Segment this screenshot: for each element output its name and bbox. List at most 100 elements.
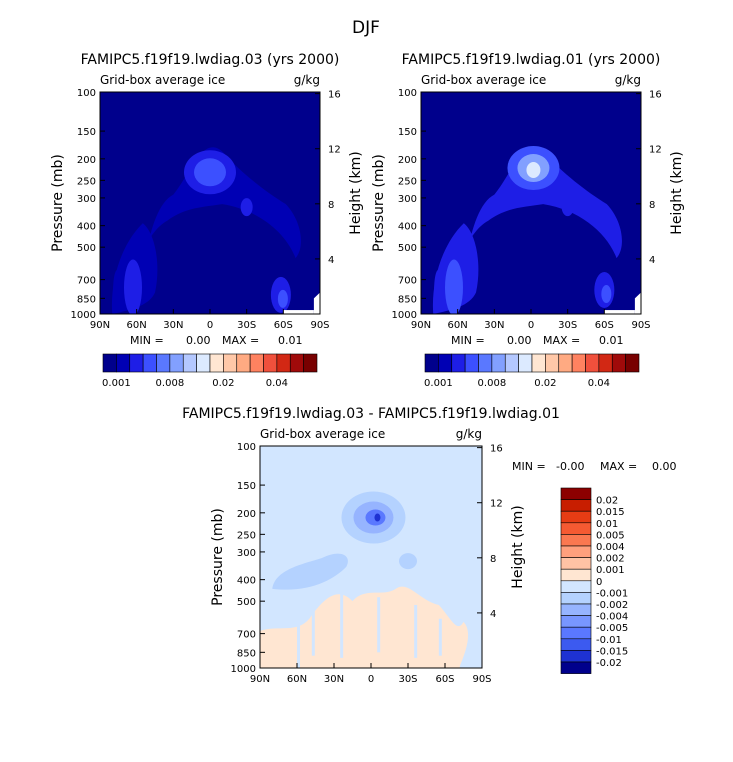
x-tick-label: 60S (274, 320, 293, 331)
panel-title: FAMIPC5.f19f19.lwdiag.01 (yrs 2000) (402, 52, 661, 68)
colorbar-swatch (560, 534, 592, 547)
y2-tick-label: 16 (328, 90, 341, 101)
colorbar-label: 0.002 (596, 554, 625, 565)
colorbar-swatch (142, 353, 157, 373)
y2-axis-label: Height (km) (348, 151, 364, 234)
colorbar-label: 0.02 (212, 378, 234, 389)
y2-tick-label: 12 (328, 145, 341, 156)
min-label: MIN = (451, 334, 485, 347)
plot-area (421, 92, 641, 314)
colorbar-swatch (560, 522, 592, 535)
colorbar-swatch (102, 353, 117, 373)
y2-tick-label: 4 (490, 609, 496, 620)
x-tick-label: 0 (368, 674, 374, 685)
min-value: 0.00 (186, 334, 211, 347)
colorbar-label: 0.008 (478, 378, 507, 389)
x-tick-label: 60N (127, 320, 147, 331)
x-tick-label: 90N (250, 674, 270, 685)
colorbar-label: 0 (596, 577, 602, 588)
colorbar-swatch (263, 353, 278, 373)
colorbar-label: 0.001 (596, 565, 625, 576)
y-tick-label: 400 (77, 222, 96, 233)
x-tick-label: 60S (595, 320, 614, 331)
y-tick-label: 400 (398, 222, 417, 233)
colorbar-swatch (223, 353, 238, 373)
y-tick-label: 850 (77, 294, 96, 305)
max-label: MAX = (600, 460, 637, 473)
panel-p2: FAMIPC5.f19f19.lwdiag.01 (yrs 2000) Grid-… (371, 52, 685, 389)
units-label: g/kg (294, 73, 320, 87)
y-tick-label: 700 (77, 276, 96, 287)
colorbar-swatch (560, 592, 592, 605)
min-value: -0.00 (556, 460, 584, 473)
colorbar-swatch (116, 353, 131, 373)
colorbar-label: 0.02 (534, 378, 556, 389)
colorbar-swatch (303, 353, 318, 373)
colorbar-swatch (169, 353, 184, 373)
min-label: MIN = (512, 460, 546, 473)
colorbar-swatch (196, 353, 211, 373)
x-tick-label: 60N (448, 320, 468, 331)
y-tick-label: 150 (237, 481, 256, 492)
colorbar-swatch (585, 353, 600, 373)
panel-subtitle: Grid-box average ice (260, 427, 385, 441)
sh-midlat-core (277, 289, 288, 308)
negative-streak (438, 618, 442, 656)
y-tick-label: 1000 (392, 310, 417, 321)
colorbar-swatch (491, 353, 506, 373)
y2-tick-label: 4 (328, 255, 334, 266)
max-value: 0.00 (652, 460, 677, 473)
y-tick-label: 250 (237, 530, 256, 541)
negative-streak (377, 597, 381, 653)
colorbar-swatch (560, 638, 592, 651)
topography-mask (634, 292, 641, 314)
colorbar-swatch (625, 353, 640, 373)
y-tick-label: 100 (237, 442, 256, 453)
colorbar-swatch (518, 353, 533, 373)
y2-tick-label: 12 (649, 145, 662, 156)
y-tick-label: 200 (77, 155, 96, 166)
y-tick-label: 200 (237, 509, 256, 520)
y-tick-label: 100 (77, 88, 96, 99)
x-tick-label: 60N (287, 674, 307, 685)
y-tick-label: 300 (398, 194, 417, 205)
colorbar-swatch (611, 353, 626, 373)
colorbar-swatch (451, 353, 466, 373)
y-tick-label: 300 (77, 194, 96, 205)
y-tick-label: 1000 (71, 310, 96, 321)
colorbar-label: -0.002 (596, 600, 628, 611)
colorbar-swatch (571, 353, 586, 373)
units-label: g/kg (456, 427, 482, 441)
colorbar-label: 0.01 (596, 519, 618, 530)
y-axis-label: Pressure (mb) (50, 154, 66, 252)
x-tick-label: 90N (411, 320, 431, 331)
nh-midlat-core-contour (445, 259, 463, 314)
colorbar-swatch (560, 510, 592, 524)
panel-p1: FAMIPC5.f19f19.lwdiag.03 (yrs 2000) Grid-… (50, 52, 364, 389)
y-tick-label: 400 (237, 576, 256, 587)
x-tick-label: 90N (90, 320, 110, 331)
y-tick-label: 250 (77, 176, 96, 187)
sh-midlat-core (601, 285, 612, 304)
nh-polar-streak (113, 270, 122, 311)
colorbar-label: -0.001 (596, 588, 628, 599)
y2-tick-label: 8 (490, 554, 496, 565)
upper-negative-core (374, 513, 381, 522)
y-tick-label: 500 (398, 243, 417, 254)
colorbar-swatch (531, 353, 546, 373)
colorbar-label: 0.001 (424, 378, 453, 389)
season-title: DJF (352, 18, 380, 38)
colorbar-swatch (560, 661, 592, 674)
colorbar-swatch (545, 353, 560, 373)
colorbar-label: 0.015 (596, 507, 625, 518)
y2-tick-label: 16 (490, 444, 503, 455)
upper-max-inner (194, 158, 226, 187)
panel-subtitle: Grid-box average ice (100, 73, 225, 87)
panels-group: FAMIPC5.f19f19.lwdiag.03 (yrs 2000) Grid-… (50, 52, 685, 685)
colorbar-label: -0.004 (596, 612, 628, 623)
nh-midlat-core-contour (124, 259, 142, 314)
y2-tick-label: 16 (649, 90, 662, 101)
y-tick-label: 250 (398, 176, 417, 187)
colorbar-swatch (424, 353, 439, 373)
